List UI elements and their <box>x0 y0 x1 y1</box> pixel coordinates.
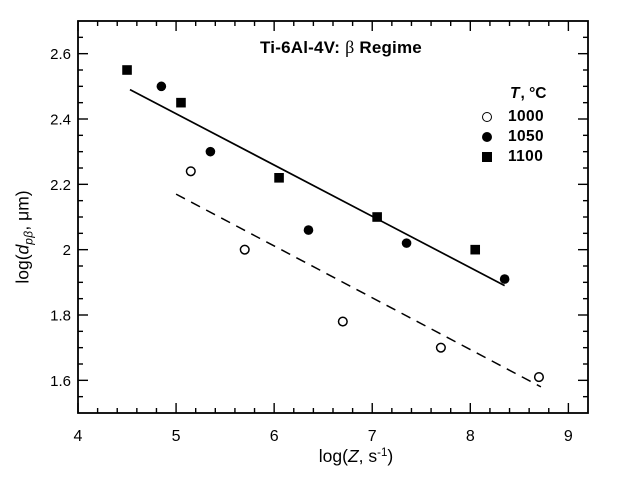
filled-circle-marker-icon <box>482 132 492 142</box>
x-tick-label: 9 <box>564 428 573 445</box>
point-1000 <box>435 342 446 353</box>
point-1100 <box>372 212 382 222</box>
point-1050 <box>303 225 314 235</box>
point-1100 <box>122 65 132 75</box>
legend: T, °C 1000 1050 1100 <box>480 85 546 167</box>
ylabel-subscript: pβ <box>21 230 36 245</box>
legend-header-rest: , °C <box>520 85 547 102</box>
point-1050 <box>156 81 167 92</box>
y-tick-label: 1.6 <box>50 373 71 390</box>
legend-item-1100: 1100 <box>480 147 546 167</box>
dashed-fit-line <box>175 193 542 388</box>
ylabel-post: , μm) <box>12 190 33 231</box>
xlabel-mid: , s <box>358 446 378 466</box>
legend-header-variable: T <box>510 85 520 102</box>
point-1000 <box>239 244 250 255</box>
point-1100 <box>470 244 481 255</box>
ylabel-pre: log( <box>12 254 33 284</box>
legend-label-1000: 1000 <box>508 108 545 125</box>
chart-title: Ti-6Al-4V: β Regime <box>260 37 422 58</box>
title-text-post: Regime <box>354 38 422 57</box>
title-text-pre: Ti-6Al-4V: <box>260 38 346 57</box>
y-tick-label: 2 <box>63 242 71 259</box>
point-1100 <box>274 173 284 183</box>
x-tick-label: 7 <box>368 428 377 445</box>
y-tick-label: 1.8 <box>50 308 71 325</box>
ylabel-variable: d <box>12 244 33 255</box>
point-1050 <box>205 146 216 157</box>
legend-header: T, °C <box>510 85 546 102</box>
legend-item-1050: 1050 <box>480 127 546 147</box>
x-tick-label: 4 <box>74 428 83 445</box>
solid-fit-line <box>129 88 506 287</box>
x-axis-label: log(Z, s-1) <box>319 446 393 467</box>
x-tick-label: 5 <box>172 428 181 445</box>
point-1050 <box>401 238 412 248</box>
point-1000 <box>337 316 348 327</box>
title-beta-symbol: β <box>345 37 355 57</box>
xlabel-pre: log( <box>318 446 348 466</box>
legend-label-1100: 1100 <box>508 148 544 165</box>
point-1000 <box>185 166 196 177</box>
y-tick-label: 2.2 <box>50 177 71 194</box>
point-1050 <box>499 274 510 284</box>
y-tick-label: 2.4 <box>50 112 71 129</box>
point-1100 <box>176 97 186 108</box>
xlabel-close: ) <box>387 446 394 466</box>
open-circle-marker-icon <box>482 112 492 122</box>
x-tick-label: 8 <box>466 428 475 445</box>
legend-item-1000: 1000 <box>480 107 546 127</box>
xlabel-superscript: -1 <box>377 447 388 459</box>
plot-frame <box>77 20 589 414</box>
x-tick-label: 6 <box>270 428 279 445</box>
filled-square-marker-icon <box>482 152 492 162</box>
y-tick-label: 2.6 <box>50 46 71 63</box>
xlabel-variable: Z <box>347 446 359 466</box>
point-1000 <box>533 372 545 383</box>
legend-label-1050: 1050 <box>508 128 545 145</box>
y-axis-label: log(dpβ, μm) <box>13 190 36 283</box>
